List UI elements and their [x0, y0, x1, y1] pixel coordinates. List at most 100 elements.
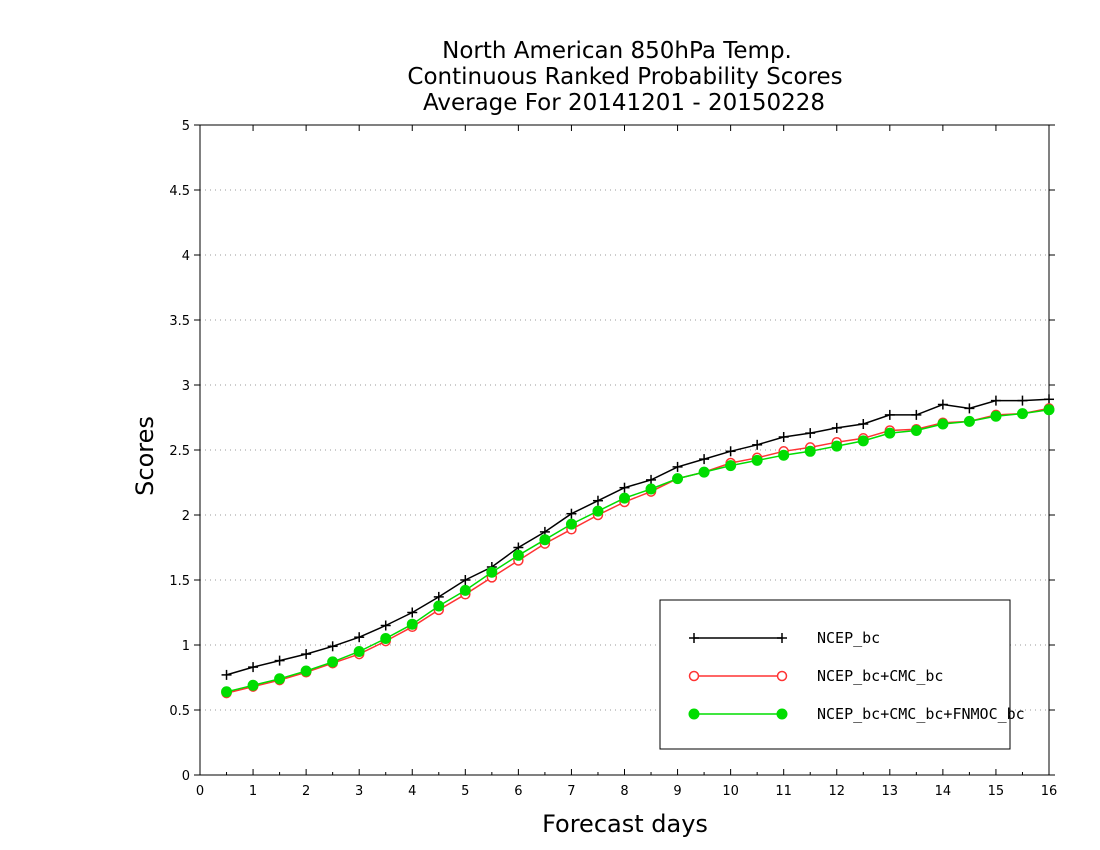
y-axis-title: Scores — [131, 416, 159, 496]
y-tick-label: 5 — [182, 119, 190, 134]
x-tick-label: 2 — [302, 784, 310, 799]
data-point — [221, 669, 232, 680]
data-point — [990, 395, 1001, 406]
data-point — [937, 418, 949, 430]
legend-entries: NCEP_bc NCEP_bc+CMC_bc NCEP_bc+CMC_bc+FNMO… — [688, 629, 1025, 723]
legend-label: NCEP_bc+CMC_bc+FNMOC_bc — [817, 705, 1025, 723]
data-point — [672, 461, 683, 472]
data-point — [247, 679, 259, 691]
x-tick-label: 7 — [567, 784, 575, 799]
data-point — [805, 428, 816, 439]
data-point — [248, 662, 259, 673]
data-point — [460, 575, 471, 585]
y-tick-label: 1.5 — [169, 574, 190, 589]
y-tick-label: 4 — [182, 249, 190, 264]
x-tick-label: 11 — [775, 784, 792, 799]
y-tick-label: 2 — [182, 509, 190, 524]
data-point — [433, 591, 444, 602]
data-point — [884, 427, 896, 439]
legend-marker — [688, 670, 700, 682]
x-tick-label: 3 — [355, 784, 363, 799]
x-tick-label: 15 — [988, 784, 1005, 799]
data-point — [327, 656, 339, 668]
legend-entry-2: NCEP_bc+CMC_bc+FNMOC_bc — [688, 705, 1025, 723]
data-point — [645, 483, 657, 495]
data-point — [566, 508, 577, 519]
series-2 — [221, 404, 1055, 698]
series-0 — [221, 394, 1054, 680]
data-point — [221, 686, 233, 698]
data-point — [301, 649, 312, 660]
data-point — [910, 425, 922, 436]
legend-label: NCEP_bc — [817, 629, 880, 647]
data-point — [539, 534, 551, 546]
data-point — [274, 655, 285, 666]
data-point — [698, 466, 710, 478]
data-point — [380, 620, 391, 631]
data-point — [619, 482, 630, 493]
data-point — [778, 449, 790, 461]
x-tick-label: 4 — [408, 784, 416, 799]
y-tick-label: 1 — [182, 639, 190, 654]
y-tick-label: 3.5 — [169, 314, 190, 329]
x-tick-label: 0 — [196, 784, 204, 799]
chart-title-line-3: Average For 20141201 - 20150228 — [423, 90, 825, 116]
data-point — [354, 632, 365, 643]
legend-marker — [776, 670, 788, 682]
legend-label: NCEP_bc+CMC_bc — [817, 667, 943, 685]
data-point — [831, 422, 842, 433]
data-point — [884, 409, 895, 420]
legend-entry-0: NCEP_bc — [689, 629, 880, 647]
data-point — [725, 446, 736, 457]
legend-marker — [689, 633, 699, 643]
data-point — [1043, 404, 1055, 416]
x-axis-title: Forecast days — [542, 810, 708, 838]
x-tick-label: 14 — [935, 784, 952, 799]
data-point — [804, 445, 816, 457]
axis-ticks: 00.511.522.533.544.550 1 2 3 4 5 6 7 8 9 10 11 12 13 1… — [169, 119, 1057, 799]
data-point — [300, 665, 312, 677]
data-point — [752, 439, 763, 450]
y-tick-label: 4.5 — [169, 184, 190, 199]
data-point — [963, 415, 975, 427]
y-tick-label: 3 — [182, 379, 190, 394]
data-point — [964, 403, 975, 414]
data-point — [858, 419, 869, 429]
data-point — [751, 454, 763, 466]
plot-frame — [199, 124, 1050, 776]
data-point — [831, 440, 843, 452]
y-tick-label: 0.5 — [169, 704, 190, 719]
series-layer — [221, 394, 1055, 699]
data-point — [406, 618, 418, 630]
legend-marker — [688, 708, 700, 720]
data-point — [725, 460, 737, 472]
x-tick-label: 5 — [461, 784, 469, 799]
data-point — [1016, 408, 1028, 420]
x-tick-label: 1 — [249, 784, 257, 799]
x-tick-label: 16 — [1041, 784, 1058, 799]
y-tick-label: 0 — [182, 769, 190, 784]
data-point — [937, 399, 948, 410]
data-point — [274, 673, 286, 685]
legend-box — [659, 599, 1011, 750]
legend: NCEP_bc NCEP_bc+CMC_bc NCEP_bc+CMC_bc+FNMO… — [659, 599, 1025, 750]
x-tick-label: 6 — [514, 784, 522, 799]
data-point — [592, 505, 604, 517]
data-point — [353, 646, 365, 657]
data-point — [327, 641, 338, 652]
data-point — [592, 495, 603, 506]
data-point — [911, 409, 922, 420]
x-tick-label: 8 — [620, 784, 628, 799]
data-point — [857, 435, 869, 447]
data-point — [512, 549, 524, 561]
data-point — [778, 432, 789, 442]
x-tick-label: 12 — [828, 784, 845, 799]
legend-entry-1: NCEP_bc+CMC_bc — [688, 667, 943, 685]
data-point — [565, 518, 577, 530]
data-point — [1017, 395, 1028, 406]
legend-marker — [776, 708, 788, 720]
x-tick-label: 13 — [882, 784, 899, 799]
data-point — [459, 584, 471, 596]
data-point — [672, 473, 684, 485]
